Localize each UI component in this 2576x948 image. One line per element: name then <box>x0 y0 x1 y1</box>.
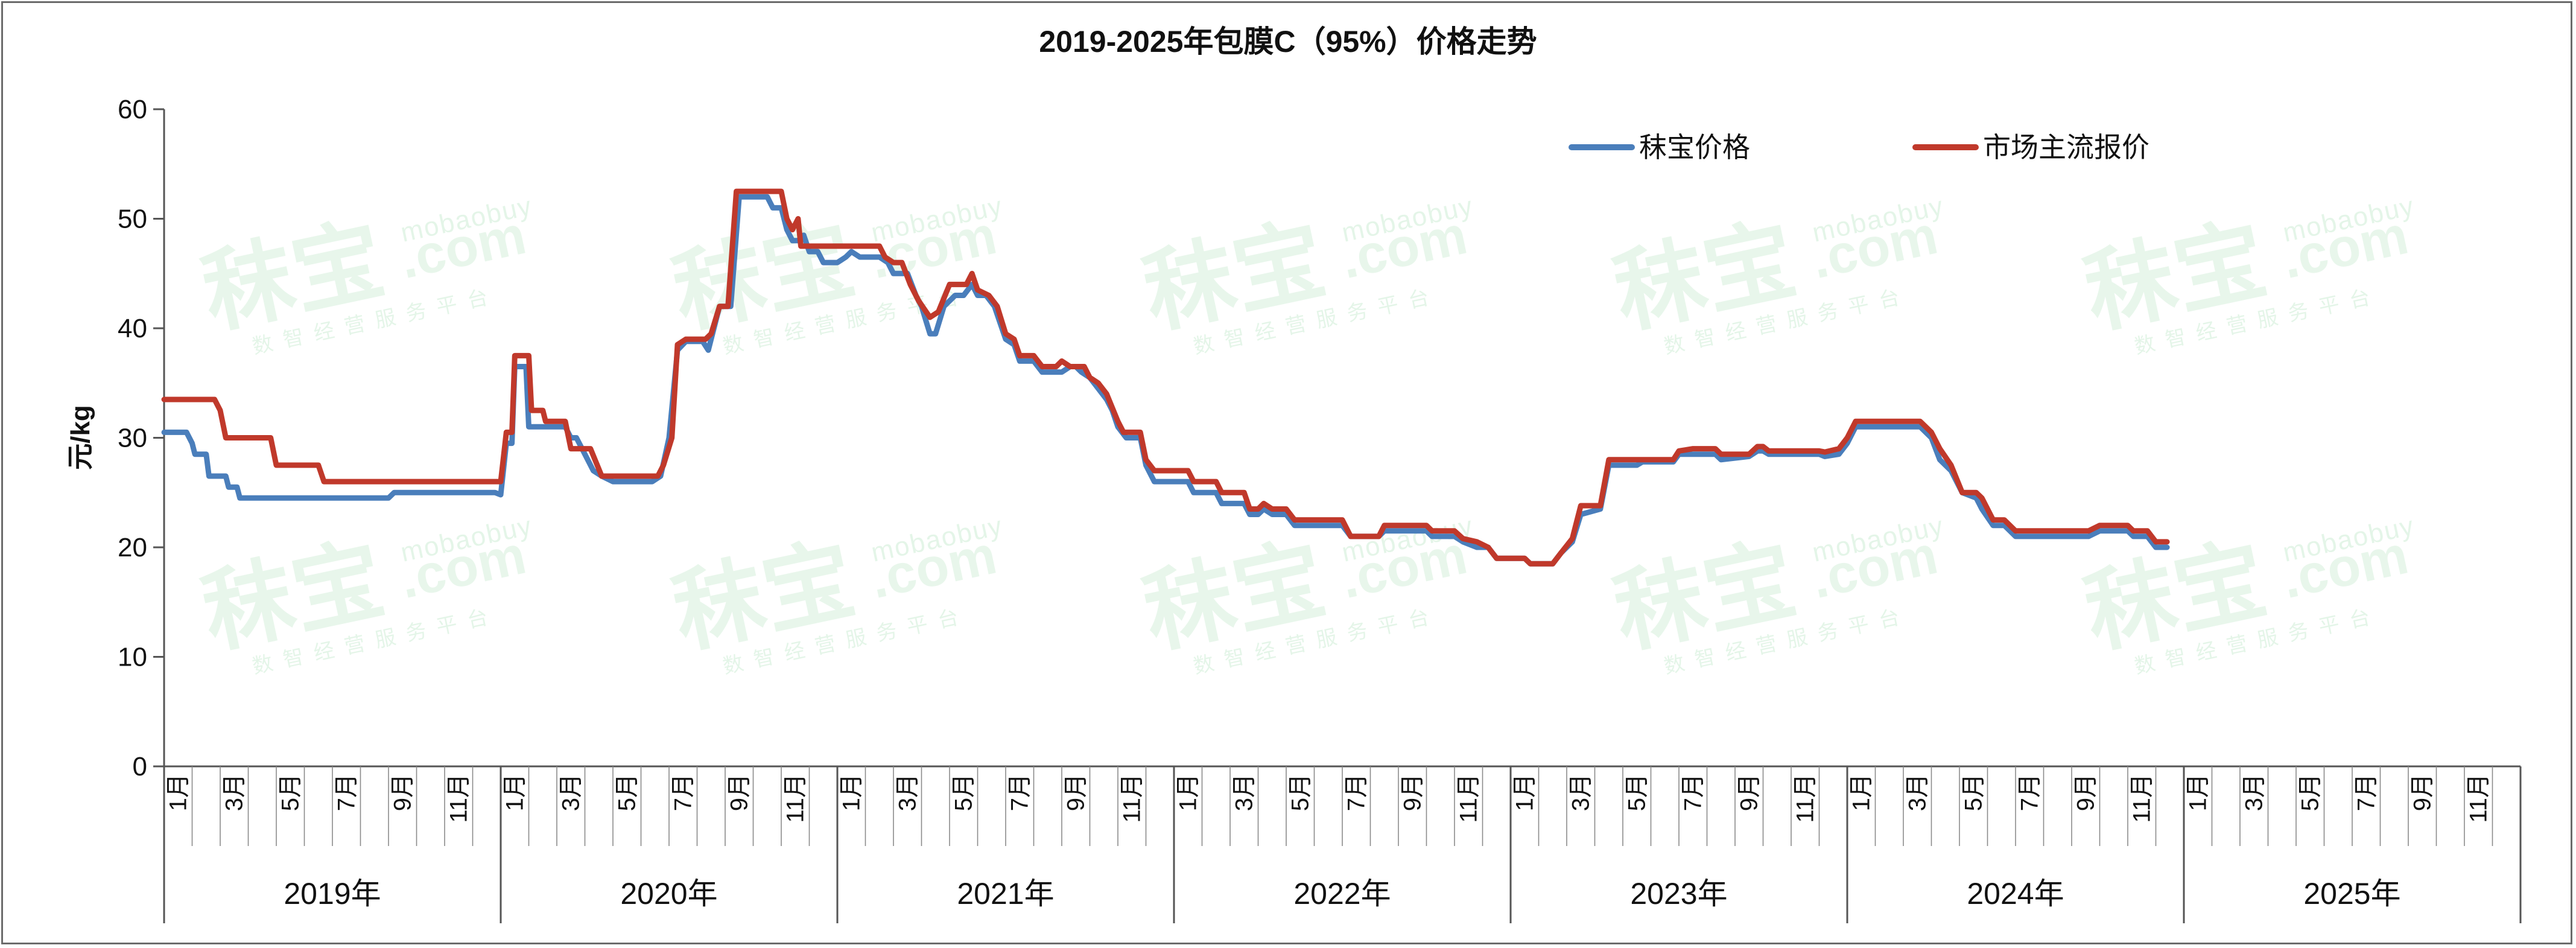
chart-title: 2019-2025年包膜C（95%）价格走势 <box>1039 25 1537 59</box>
y-tick-label: 10 <box>118 643 147 672</box>
x-month-label: 11月 <box>782 774 808 823</box>
x-month-label: 7月 <box>2353 774 2379 811</box>
x-month-label: 11月 <box>2465 774 2492 823</box>
x-month-label: 9月 <box>1736 774 1762 811</box>
y-tick-label: 0 <box>133 752 147 781</box>
x-month-label: 5月 <box>1287 774 1313 811</box>
x-month-label: 11月 <box>1792 774 1818 823</box>
x-month-label: 3月 <box>1567 774 1594 811</box>
x-month-label: 1月 <box>1175 774 1201 811</box>
x-month-label: 3月 <box>2241 774 2267 811</box>
y-axis-label: 元/kg <box>66 405 95 470</box>
x-year-label: 2023年 <box>1630 877 1727 911</box>
y-tick-label: 60 <box>118 95 147 124</box>
x-month-label: 11月 <box>1118 774 1145 823</box>
x-month-label: 1月 <box>2184 774 2211 811</box>
x-month-label: 1月 <box>838 774 864 811</box>
x-month-label: 5月 <box>950 774 977 811</box>
x-month-label: 7月 <box>670 774 696 811</box>
x-year-label: 2020年 <box>620 877 717 911</box>
x-month-label: 3月 <box>221 774 247 811</box>
x-year-label: 2019年 <box>284 877 381 911</box>
x-month-label: 1月 <box>501 774 528 811</box>
x-month-label: 11月 <box>2128 774 2155 823</box>
x-month-label: 9月 <box>1062 774 1089 811</box>
x-month-label: 9月 <box>2409 774 2435 811</box>
x-month-label: 7月 <box>2016 774 2043 811</box>
x-month-label: 3月 <box>1904 774 1930 811</box>
x-month-label: 3月 <box>1231 774 1257 811</box>
y-tick-label: 20 <box>118 533 147 562</box>
y-tick-label: 40 <box>118 314 147 343</box>
legend-label: 市场主流报价 <box>1983 132 2149 163</box>
x-year-label: 2025年 <box>2303 877 2400 911</box>
x-month-label: 7月 <box>333 774 360 811</box>
x-month-label: 5月 <box>1960 774 1987 811</box>
x-month-label: 5月 <box>614 774 640 811</box>
x-month-label: 9月 <box>1399 774 1426 811</box>
x-month-label: 11月 <box>1455 774 1482 823</box>
x-year-label: 2024年 <box>1967 877 2064 911</box>
x-axis: 1月 3月 5月 7月 9月 11月 2019年 1月 3月 5月 7月 9月 11月 2020年 1月 3月… <box>163 765 2522 923</box>
x-month-label: 1月 <box>165 774 191 811</box>
x-month-label: 7月 <box>1343 774 1369 811</box>
x-month-label: 9月 <box>726 774 752 811</box>
x-month-label: 1月 <box>1511 774 1538 811</box>
legend-label: 秣宝价格 <box>1639 132 1750 163</box>
legend: 秣宝价格 市场主流报价 <box>1569 132 2149 163</box>
x-month-label: 7月 <box>1680 774 1706 811</box>
x-year-label: 2021年 <box>957 877 1054 911</box>
x-month-label: 3月 <box>557 774 584 811</box>
y-tick-label: 50 <box>118 205 147 234</box>
series-line-market <box>161 188 2170 567</box>
x-month-label: 7月 <box>1006 774 1033 811</box>
x-month-label: 3月 <box>894 774 921 811</box>
x-month-label: 9月 <box>389 774 416 811</box>
x-month-label: 5月 <box>2297 774 2323 811</box>
x-month-label: 11月 <box>445 774 472 823</box>
series-lines <box>161 188 2170 567</box>
x-month-label: 5月 <box>277 774 303 811</box>
x-year-label: 2022年 <box>1293 877 1391 911</box>
y-axis: 0 10 20 30 40 50 60 <box>118 95 165 781</box>
x-month-label: 9月 <box>2072 774 2099 811</box>
y-tick-label: 30 <box>118 424 147 453</box>
x-month-label: 1月 <box>1848 774 1874 811</box>
x-month-label: 5月 <box>1623 774 1650 811</box>
